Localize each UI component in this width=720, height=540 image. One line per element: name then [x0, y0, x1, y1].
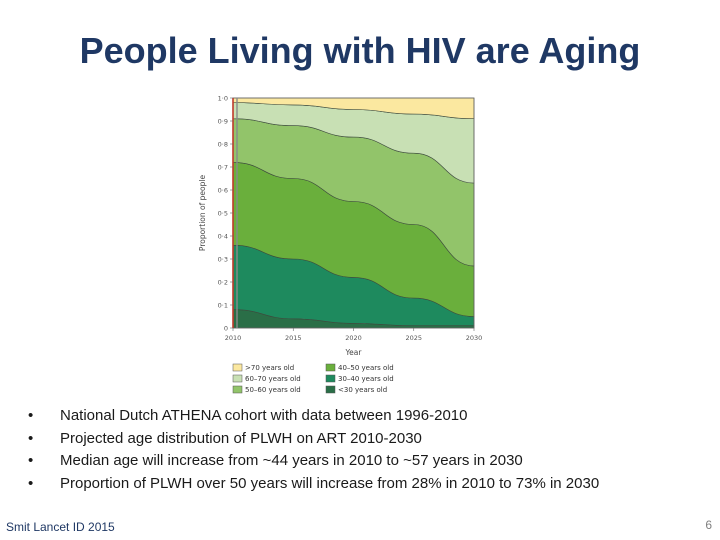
bullet-list: • National Dutch ATHENA cohort with data …	[28, 405, 698, 495]
y-axis-title: Proportion of people	[198, 175, 207, 252]
y-tick-label: 0·4	[218, 232, 228, 240]
y-tick-label: 0	[224, 324, 228, 332]
bullet-dot: •	[28, 407, 34, 424]
x-axis-title: Year	[345, 348, 363, 357]
bullet-item: • Proportion of PLWH over 50 years will i…	[28, 473, 698, 496]
y-tick-label: 0·3	[218, 255, 228, 263]
legend-swatch	[325, 374, 336, 383]
bullet-item: • Median age will increase from ~44 years…	[28, 450, 698, 473]
y-tick-label: 0·1	[218, 301, 228, 309]
y-tick-label: 1·0	[218, 94, 228, 102]
slide-title: People Living with HIV are Aging	[79, 30, 641, 71]
legend-swatch	[232, 385, 243, 394]
x-tick-label: 2025	[405, 334, 422, 342]
legend-label: 50–60 years old	[245, 386, 301, 394]
source-note: Smit Lancet ID 2015	[6, 520, 115, 534]
slide-number: 6	[705, 518, 712, 532]
y-tick-label: 0·7	[218, 163, 228, 171]
bullet-item: • National Dutch ATHENA cohort with data …	[28, 405, 698, 428]
age-distribution-chart: 0 0·1 0·2 0·3 0·4 0·5 0·6 0·7 0·8 0·9 1·0 2010 2015 2…	[198, 94, 483, 394]
bullet-dot: •	[28, 474, 34, 492]
x-tick-label: 2015	[285, 334, 302, 342]
legend-label: 40–50 years old	[338, 364, 394, 372]
x-tick-label: 2030	[466, 334, 483, 342]
legend-label: 60–70 years old	[245, 375, 301, 383]
bullet-text: Projected age distribution of PLWH on AR…	[60, 429, 422, 447]
bullet-text: Median age will increase from ~44 years …	[60, 452, 523, 469]
bullet-item: • Projected age distribution of PLWH on A…	[28, 428, 698, 451]
y-tick-label: 0·6	[218, 186, 228, 194]
legend-swatch	[325, 363, 336, 372]
legend-label: <30 years old	[338, 386, 387, 394]
y-tick-label: 0·5	[218, 209, 228, 217]
bullet-text: Proportion of PLWH over 50 years will in…	[60, 474, 600, 492]
y-tick-label: 0·8	[218, 140, 228, 148]
y-tick-label: 0·9	[218, 117, 228, 125]
y-tick-label: 0·2	[218, 278, 228, 286]
legend-swatch	[232, 374, 243, 383]
x-tick-label: 2010	[225, 334, 242, 342]
legend-swatch	[325, 385, 336, 394]
bullet-dot: •	[28, 452, 34, 469]
bullet-text: National Dutch ATHENA cohort with data b…	[60, 407, 468, 424]
legend-label: 30–40 years old	[338, 375, 394, 383]
legend-label: >70 years old	[245, 364, 294, 372]
legend-swatch	[232, 363, 243, 372]
bullet-dot: •	[28, 429, 34, 447]
x-tick-label: 2020	[345, 334, 362, 342]
